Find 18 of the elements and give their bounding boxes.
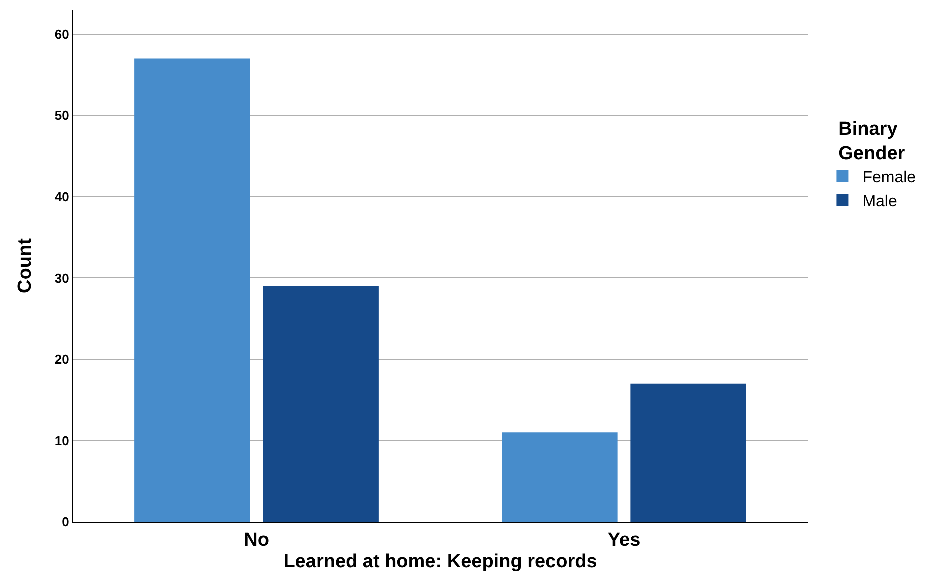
x-tick-label: No [244,530,270,551]
y-tick-label: 30 [54,270,70,286]
y-tick-label: 10 [54,433,70,448]
y-tick-label: 20 [54,352,70,368]
legend-title: Binary Gender [838,118,906,164]
legend-label: Female [862,170,916,187]
y-tick-label: 40 [54,189,70,204]
y-tick-label: 60 [54,26,70,42]
x-tick-label: Yes [608,530,641,551]
y-tick-label: 0 [62,514,70,530]
bar [263,286,379,522]
y-axis-title: Count [14,238,36,294]
bar [502,432,618,522]
bar [134,58,250,522]
legend-label: Male [862,193,898,210]
bar [630,384,746,522]
x-axis-title: Learned at home: Keeping records [284,552,598,573]
y-tick-label: 50 [54,108,70,124]
